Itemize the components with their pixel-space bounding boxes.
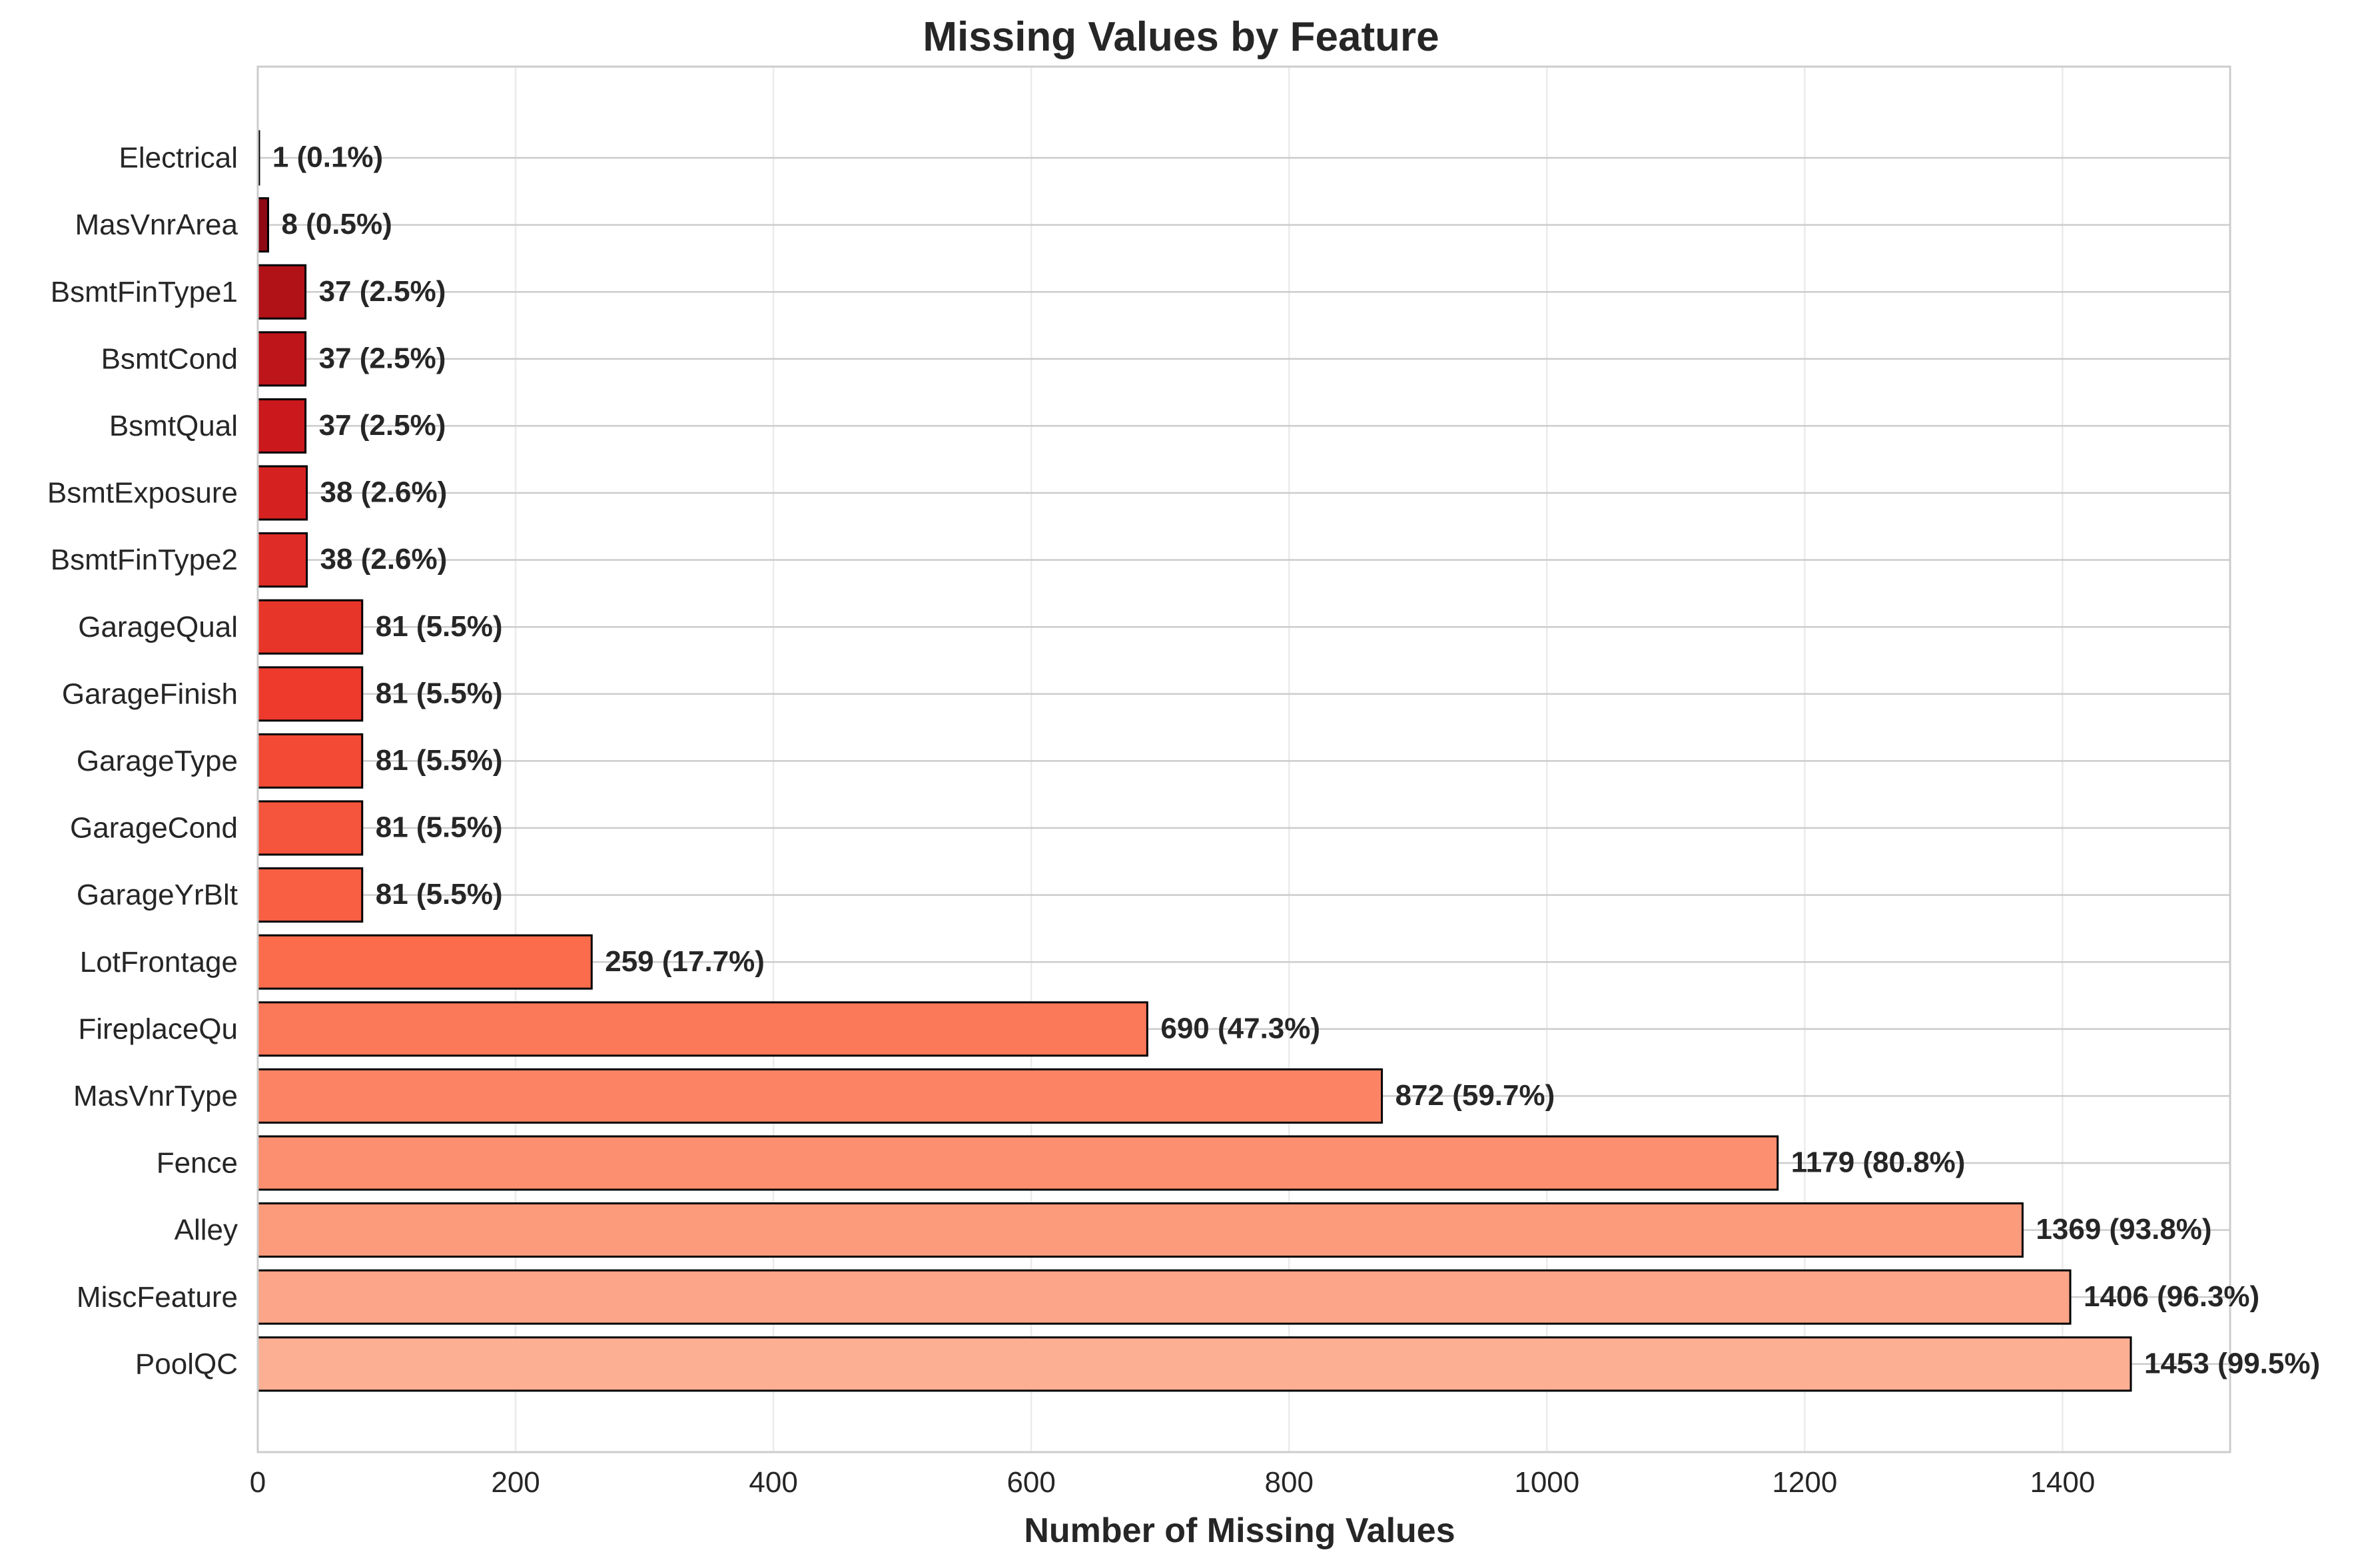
x-tick-label-200: 200 bbox=[491, 1466, 540, 1499]
x-tick-label-600: 600 bbox=[1006, 1466, 1055, 1499]
x-tick-label-400: 400 bbox=[749, 1466, 797, 1499]
y-tick-label-bsmtfintype2: BsmtFinType2 bbox=[51, 544, 238, 576]
bar-bsmtfintype2 bbox=[256, 532, 308, 588]
x-tick-labels: 0 200 400 600 800 1000 1200 1400 bbox=[250, 1466, 2096, 1499]
y-tick-label-masvnrtype: MasVnrType bbox=[73, 1080, 238, 1112]
data-label-bsmtfintype1: 37 (2.5%) bbox=[319, 275, 446, 308]
data-label-masvnrtype: 872 (59.7%) bbox=[1395, 1079, 1555, 1112]
y-tick-label-garagecond: GarageCond bbox=[70, 812, 238, 845]
y-tick-label-electrical: Electrical bbox=[119, 142, 238, 175]
bar-masvnrarea bbox=[256, 197, 269, 253]
data-label-bsmtqual: 37 (2.5%) bbox=[319, 409, 446, 442]
data-label-bsmtcond: 37 (2.5%) bbox=[319, 342, 446, 374]
data-label-fence: 1179 (80.8%) bbox=[1791, 1146, 1966, 1179]
data-label-garagecond: 81 (5.5%) bbox=[376, 811, 503, 844]
data-label-garagetype: 81 (5.5%) bbox=[376, 744, 503, 777]
y-tick-label-bsmtcond: BsmtCond bbox=[101, 342, 238, 375]
data-label-bsmtexposure: 38 (2.6%) bbox=[320, 476, 448, 509]
bar-garageyrblt bbox=[256, 867, 364, 923]
data-label-electrical: 1 (0.1%) bbox=[272, 141, 383, 174]
bar-garagefinish bbox=[256, 666, 364, 722]
data-label-miscfeature: 1406 (96.3%) bbox=[2084, 1280, 2259, 1313]
bar-miscfeature bbox=[256, 1269, 2072, 1325]
y-tick-label-garagequal: GarageQual bbox=[78, 611, 238, 643]
bar-lotfrontage bbox=[256, 934, 593, 990]
y-tick-label-bsmtfintype1: BsmtFinType1 bbox=[51, 276, 238, 308]
data-label-garageyrblt: 81 (5.5%) bbox=[376, 878, 503, 911]
y-tick-label-lotfrontage: LotFrontage bbox=[80, 946, 238, 979]
y-tick-label-fence: Fence bbox=[157, 1147, 238, 1180]
bar-garagequal bbox=[256, 599, 364, 655]
bars-layer bbox=[256, 130, 2132, 1392]
x-tick-label-1200: 1200 bbox=[1772, 1466, 1837, 1499]
y-tick-label-fireplacequ: FireplaceQu bbox=[78, 1012, 238, 1045]
bar-bsmtfintype1 bbox=[256, 264, 307, 320]
bar-bsmtcond bbox=[256, 331, 307, 387]
x-tick-label-800: 800 bbox=[1265, 1466, 1314, 1499]
data-label-masvnrarea: 8 (0.5%) bbox=[281, 208, 392, 240]
y-tick-label-poolqc: PoolQC bbox=[135, 1348, 238, 1380]
bar-fireplacequ bbox=[256, 1001, 1148, 1057]
bar-masvnrtype bbox=[256, 1068, 1383, 1124]
y-tick-label-garageyrblt: GarageYrBlt bbox=[77, 879, 238, 911]
data-label-alley: 1369 (93.8%) bbox=[2036, 1213, 2211, 1246]
bar-bsmtqual bbox=[256, 398, 307, 454]
data-label-garagefinish: 81 (5.5%) bbox=[376, 677, 503, 709]
data-label-garagequal: 81 (5.5%) bbox=[376, 610, 503, 643]
bar-poolqc bbox=[256, 1336, 2132, 1392]
x-tick-label-1400: 1400 bbox=[2030, 1466, 2095, 1499]
bar-bsmtexposure bbox=[256, 465, 308, 521]
plot-border bbox=[256, 65, 2231, 1453]
plot-frame bbox=[256, 65, 2231, 1453]
y-tick-label-bsmtqual: BsmtQual bbox=[109, 410, 238, 442]
data-labels-layer: 1 (0.1%) 8 (0.5%) 37 (2.5%) 37 (2.5%) 37 (2.… bbox=[272, 141, 2320, 1380]
data-label-bsmtfintype2: 38 (2.6%) bbox=[320, 543, 448, 576]
y-tick-labels: Electrical MasVnrArea BsmtFinType1 BsmtCond… bbox=[47, 142, 238, 1381]
y-tick-label-alley: Alley bbox=[175, 1214, 238, 1246]
y-tick-label-masvnrarea: MasVnrArea bbox=[75, 208, 238, 241]
data-label-lotfrontage: 259 (17.7%) bbox=[605, 945, 765, 978]
y-tick-label-garagefinish: GarageFinish bbox=[62, 677, 238, 710]
y-tick-label-bsmtexposure: BsmtExposure bbox=[47, 477, 238, 510]
bar-garagetype bbox=[256, 733, 364, 789]
x-tick-label-0: 0 bbox=[250, 1466, 266, 1499]
y-tick-label-miscfeature: MiscFeature bbox=[77, 1281, 238, 1314]
bar-alley bbox=[256, 1202, 2024, 1258]
chart-title: Missing Values by Feature bbox=[923, 14, 1439, 60]
bar-garagecond bbox=[256, 800, 364, 856]
data-label-fireplacequ: 690 (47.3%) bbox=[1160, 1012, 1320, 1044]
x-tick-label-1000: 1000 bbox=[1514, 1466, 1579, 1499]
y-tick-label-garagetype: GarageType bbox=[77, 745, 238, 777]
data-label-poolqc: 1453 (99.5%) bbox=[2144, 1347, 2320, 1379]
bar-fence bbox=[256, 1135, 1779, 1191]
x-axis-label: Number of Missing Values bbox=[1024, 1511, 1455, 1550]
